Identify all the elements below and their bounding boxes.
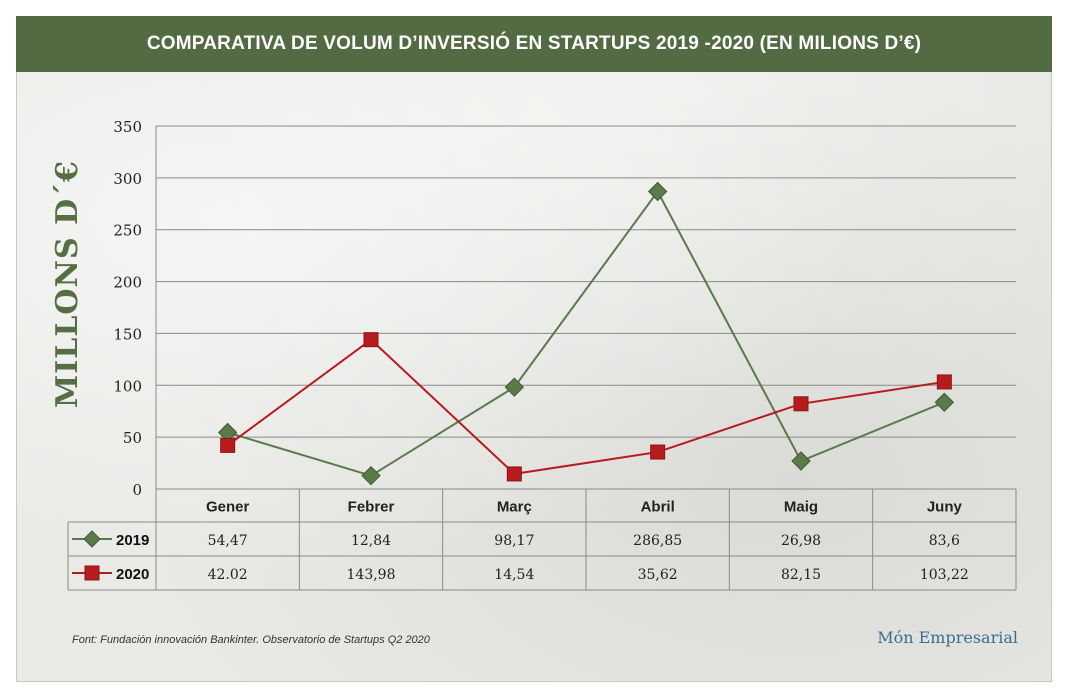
source-note: Font: Fundación innovación Bankinter. Ob… xyxy=(72,634,430,646)
table-cell-value: 286,85 xyxy=(633,533,682,549)
legend-marker xyxy=(84,565,100,581)
data-point-2020 xyxy=(363,332,379,348)
table-cell-value: 143,98 xyxy=(347,567,396,583)
data-point-2019 xyxy=(647,181,668,202)
chart-frame xyxy=(16,16,1052,682)
table-cell-value: 82,15 xyxy=(781,567,821,583)
table-cell-value: 83,6 xyxy=(929,533,960,549)
table-cell-value: 98,17 xyxy=(494,533,534,549)
series-line-2019 xyxy=(227,189,945,477)
data-point-2019 xyxy=(791,451,811,471)
brand-logo: Món Empresarial xyxy=(877,628,1018,647)
x-tick-label: Gener xyxy=(206,499,250,516)
data-point-2019 xyxy=(934,392,955,413)
data-point-2020 xyxy=(793,396,809,412)
x-tick-label: Maig xyxy=(784,499,818,516)
data-point-2020 xyxy=(936,374,952,390)
y-tick-label: 150 xyxy=(113,325,142,343)
x-tick-label: Abril xyxy=(641,499,675,516)
data-point-2020 xyxy=(506,466,522,482)
y-tick-label: 50 xyxy=(123,429,142,447)
x-tick-label: Juny xyxy=(927,499,963,516)
table-cell-value: 12,84 xyxy=(351,533,391,549)
table-cell-value: 35,62 xyxy=(638,567,678,583)
table-cell-value: 103,22 xyxy=(920,567,969,583)
chart-title: COMPARATIVA DE VOLUM D’INVERSIÓ EN START… xyxy=(16,16,1052,72)
y-tick-label: 0 xyxy=(132,481,142,499)
table-cell-value: 14,54 xyxy=(494,567,534,583)
data-point-2020 xyxy=(220,437,236,453)
y-tick-label: 350 xyxy=(113,118,142,136)
data-point-2020 xyxy=(650,444,666,460)
legend-marker xyxy=(83,530,101,548)
legend-label: 2020 xyxy=(116,566,149,583)
series-line-2020 xyxy=(227,338,945,475)
table-cell-value: 54,47 xyxy=(208,533,248,549)
y-tick-label: 250 xyxy=(113,222,142,240)
y-tick-label: 300 xyxy=(113,170,142,188)
y-tick-label: 200 xyxy=(113,274,142,292)
table-cell-value: 42.02 xyxy=(208,567,248,583)
data-point-2019 xyxy=(504,377,525,397)
x-tick-label: Març xyxy=(497,499,532,516)
legend-label: 2019 xyxy=(116,532,149,549)
y-tick-label: 100 xyxy=(113,377,142,395)
data-point-2019 xyxy=(361,465,381,486)
table-cell-value: 26,98 xyxy=(781,533,821,549)
x-tick-label: Febrer xyxy=(348,499,395,516)
